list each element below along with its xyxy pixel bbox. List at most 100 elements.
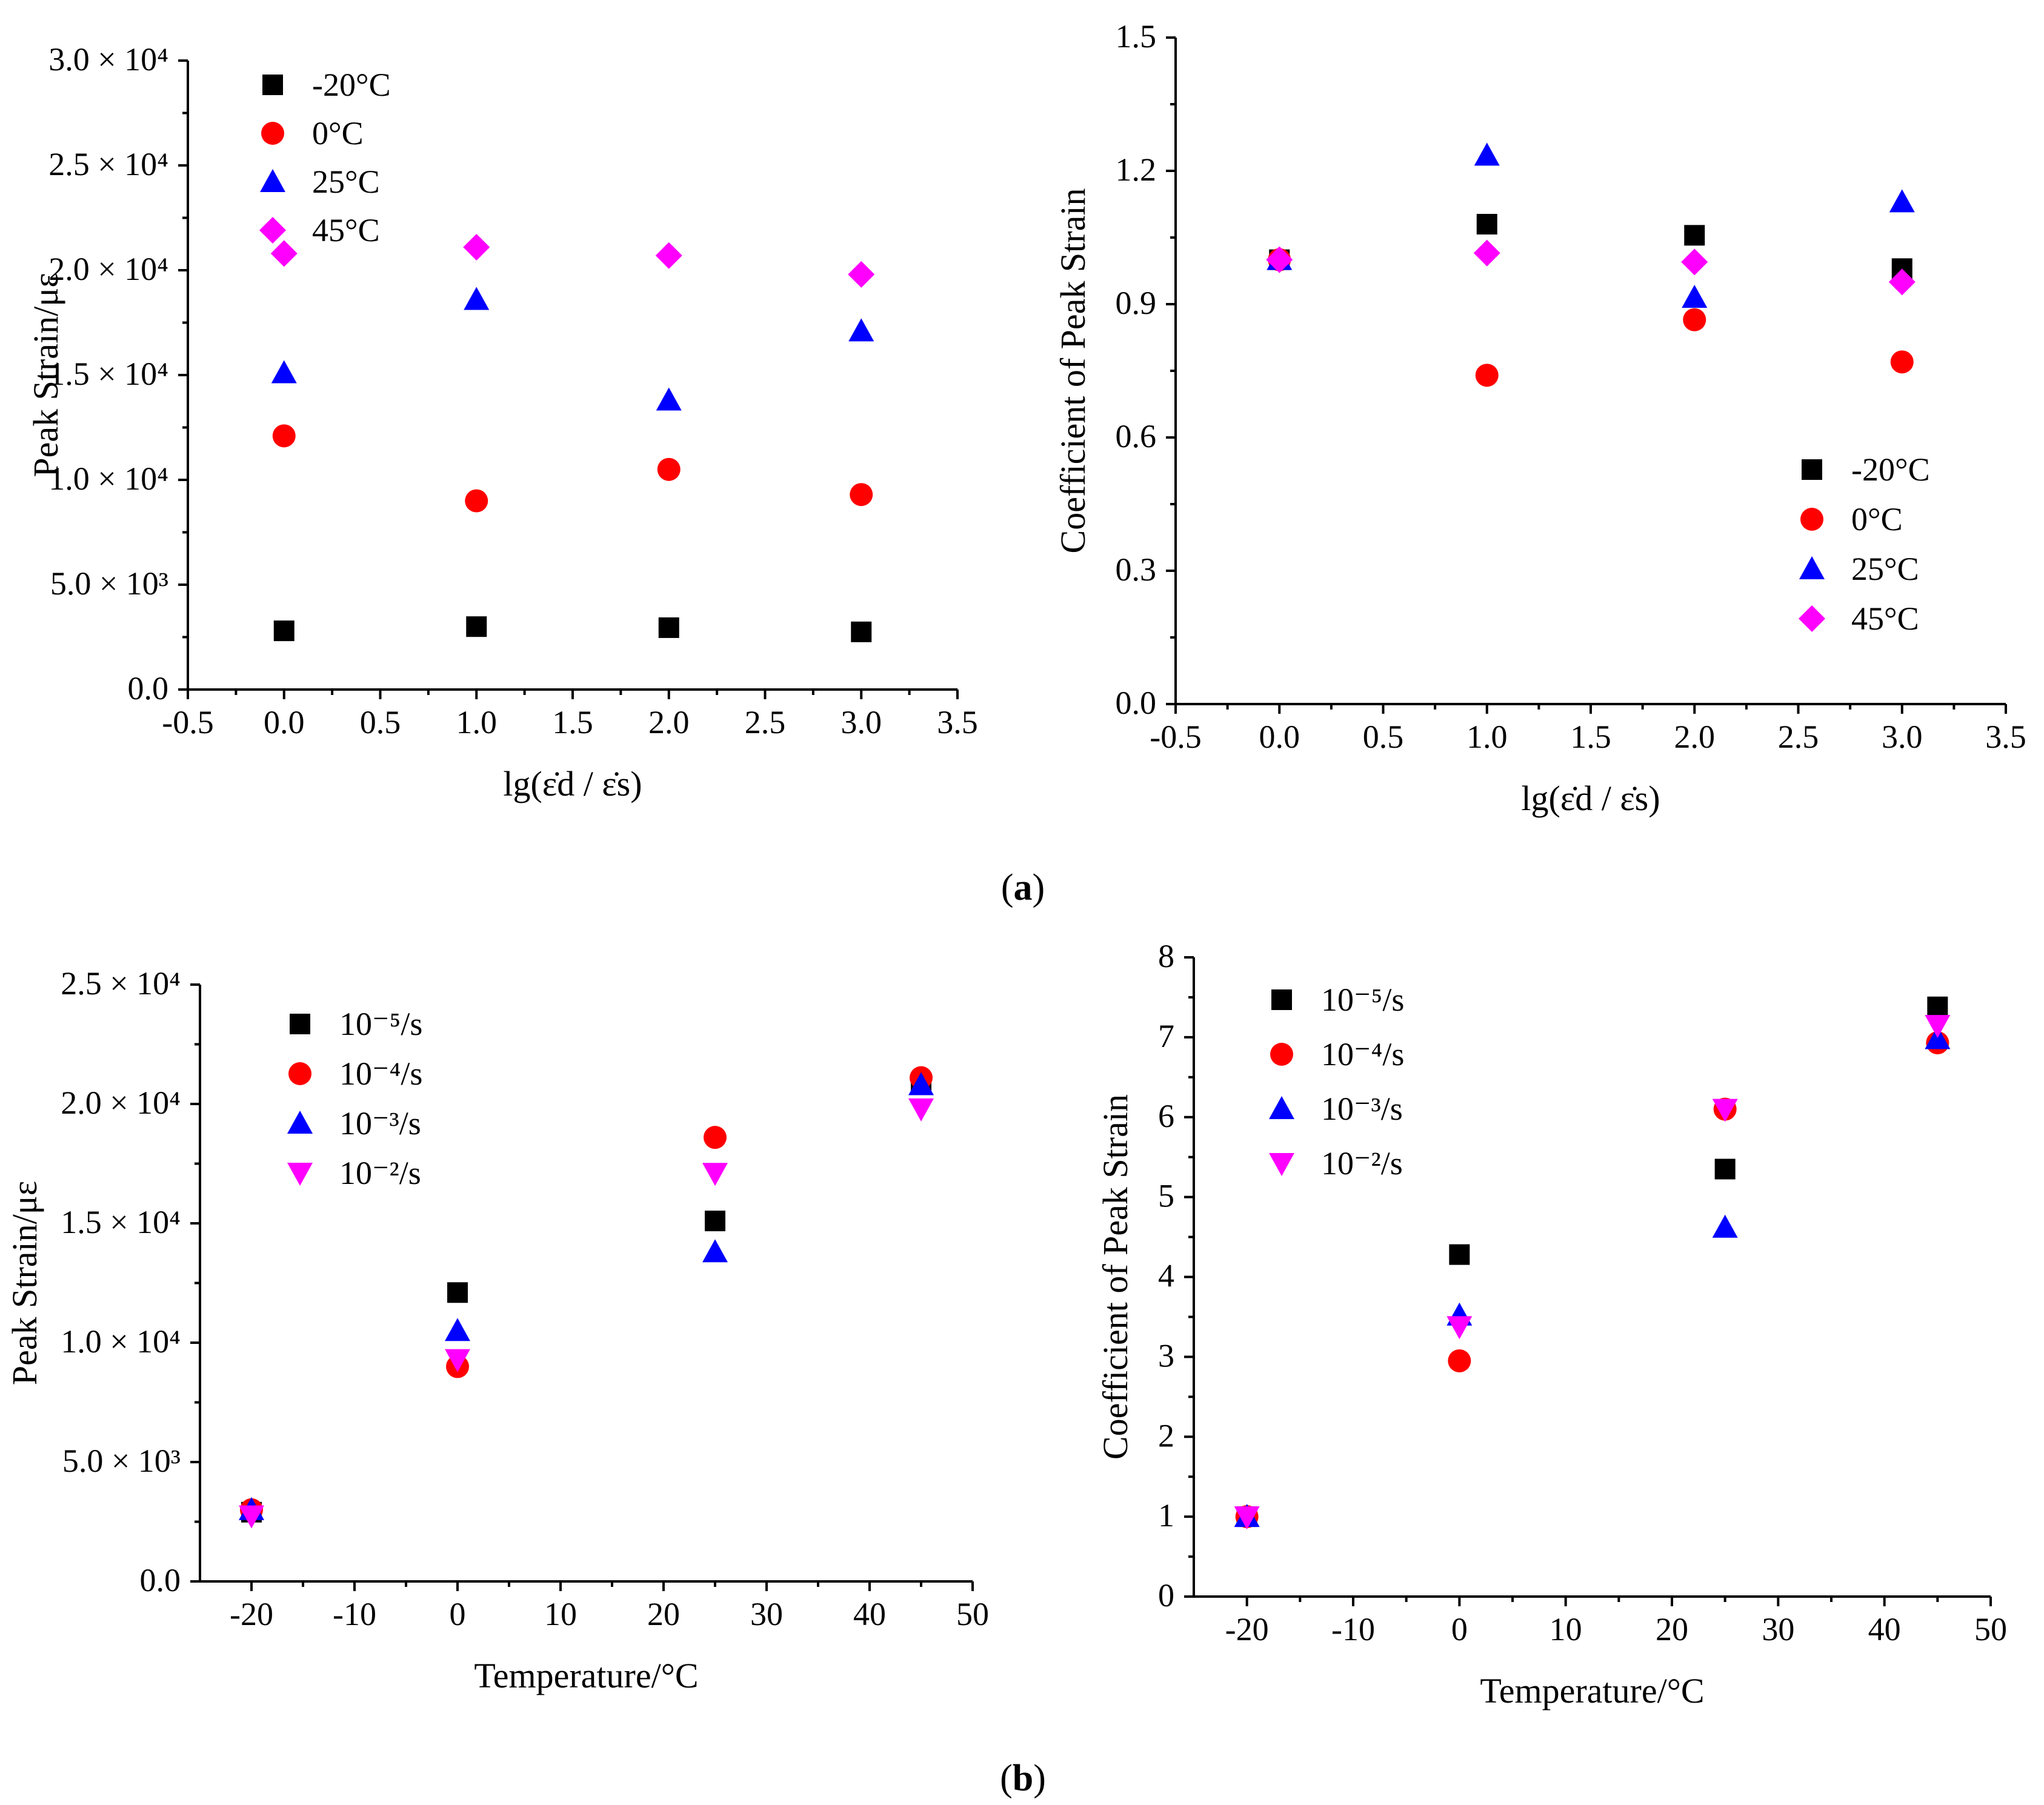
x-tick-label: 0 [1451, 1611, 1468, 1647]
y-tick-label: 1 [1158, 1497, 1174, 1534]
data-point [1475, 364, 1499, 387]
data-point [1890, 350, 1914, 374]
y-tick-label: 2.0 × 10⁴ [61, 1085, 181, 1121]
y-tick-label: 0.3 [1116, 551, 1157, 588]
y-tick-label: 1.0 × 10⁴ [61, 1323, 181, 1360]
x-tick-label: 1.5 [552, 704, 593, 740]
legend-marker [290, 1014, 310, 1034]
x-tick-label: 20 [647, 1596, 680, 1632]
legend-marker [1270, 1043, 1293, 1066]
data-point [655, 242, 682, 269]
legend-label: 10⁻²/s [1321, 1145, 1403, 1182]
x-axis-title: lg(ε̇d / ε̇s) [503, 764, 642, 803]
data-point [466, 616, 487, 637]
data-point [1234, 1506, 1260, 1530]
data-point [272, 424, 296, 448]
y-tick-label: 1.0 × 10⁴ [48, 460, 168, 497]
data-point [1473, 239, 1500, 267]
x-tick-label: -0.5 [162, 704, 213, 740]
x-tick-label: 0.5 [1363, 719, 1404, 755]
legend-marker [262, 75, 283, 95]
data-point [445, 1318, 470, 1341]
x-axis-title: lg(ε̇d / ε̇s) [1521, 779, 1660, 818]
data-point [656, 387, 682, 411]
data-point [1266, 246, 1293, 273]
legend-marker [287, 1163, 313, 1186]
legend-label: 10⁻⁴/s [339, 1055, 422, 1092]
data-point [702, 1163, 728, 1186]
x-tick-label: 2.5 [1778, 719, 1819, 755]
data-point [908, 1098, 934, 1122]
panel-label-b: (b) [1000, 1758, 1046, 1799]
data-point [1682, 285, 1708, 308]
y-tick-label: 2 [1158, 1417, 1174, 1454]
x-tick-label: 40 [1868, 1611, 1901, 1647]
chart-b-right: -20 -10 0 10 20 30 40 50 0 1 2 3 4 5 6 7 8 Temperature/°C… [1096, 938, 2007, 1710]
y-tick-label: 1.5 × 10⁴ [48, 356, 168, 392]
y-tick-label: 1.5 × 10⁴ [61, 1204, 181, 1240]
y-tick-label: 0.9 [1116, 285, 1157, 321]
data-point [704, 1126, 727, 1149]
legend-marker [1269, 1153, 1294, 1176]
data-point [848, 261, 875, 288]
x-tick-label: 50 [956, 1596, 989, 1632]
y-tick-label: 3.0 × 10⁴ [48, 41, 168, 78]
x-tick-label: -20 [230, 1596, 273, 1632]
x-tick-label: -20 [1225, 1611, 1269, 1647]
legend-marker [259, 217, 286, 244]
x-tick-label: -0.5 [1150, 719, 1201, 755]
legend-label: 10⁻⁵/s [339, 1006, 422, 1042]
y-tick-label: 1.5 [1116, 18, 1157, 55]
legend-marker [288, 1062, 311, 1085]
chart-b-left: -20 -10 0 10 20 30 40 50 0.0 5.0 × 10³ 1.0 × 10⁴ 1.… [5, 965, 989, 1695]
data-point [271, 360, 297, 384]
chart-a-right: -0.5 0.0 0.5 1.0 1.5 2.0 2.5 3.0 3.50.00.30.60.9… [1053, 18, 2026, 818]
legend-marker [1802, 459, 1822, 480]
y-tick-label: 2.5 × 10⁴ [48, 146, 168, 182]
data-point [447, 1282, 468, 1303]
x-tick-label: -10 [333, 1596, 376, 1632]
x-axis-title: Temperature/°C [474, 1656, 698, 1695]
data-point [850, 483, 873, 507]
legend-marker [1800, 508, 1823, 531]
x-tick-label: 1.5 [1570, 719, 1611, 755]
panel-label-a: (a) [1001, 867, 1045, 908]
x-tick-label: 3.0 [1882, 719, 1923, 755]
legend-label: 0°C [312, 115, 364, 151]
y-tick-label: 0.0 [1116, 685, 1157, 721]
legend-marker [260, 169, 285, 192]
data-point [1681, 248, 1708, 276]
data-point [657, 457, 681, 481]
y-tick-label: 0.0 [140, 1562, 181, 1598]
legend-label: 0°C [1851, 501, 1903, 537]
x-tick-label: 3.5 [937, 704, 978, 740]
data-point [1449, 1244, 1470, 1265]
legend-marker [1271, 989, 1292, 1010]
y-tick-label: 5 [1158, 1178, 1174, 1214]
y-tick-label: 5.0 × 10³ [62, 1443, 181, 1479]
x-tick-label: 10 [1550, 1611, 1582, 1647]
legend-label: -20°C [312, 67, 391, 103]
y-axis-title: Coefficient of Peak Strain [1096, 1094, 1135, 1460]
data-point [702, 1239, 728, 1263]
x-tick-label: 50 [1974, 1611, 2007, 1647]
x-tick-label: 40 [853, 1596, 886, 1632]
legend-label: 10⁻⁵/s [1321, 982, 1404, 1018]
x-axis-title: Temperature/°C [1480, 1671, 1704, 1710]
x-tick-label: 20 [1656, 1611, 1688, 1647]
y-tick-label: 4 [1158, 1258, 1174, 1294]
data-point [848, 318, 874, 342]
legend-marker [261, 122, 284, 145]
y-tick-label: 0.0 [128, 670, 169, 706]
data-point [445, 1349, 470, 1372]
data-point [273, 620, 295, 642]
data-point [1925, 1015, 1951, 1039]
data-point [1714, 1158, 1736, 1180]
data-point [1476, 214, 1497, 234]
legend-marker [1799, 556, 1825, 579]
legend-label: 10⁻³/s [1321, 1091, 1403, 1127]
data-point [1448, 1349, 1471, 1372]
x-tick-label: 2.0 [1674, 719, 1716, 755]
x-tick-label: 0.0 [264, 704, 305, 740]
data-point [658, 617, 679, 638]
